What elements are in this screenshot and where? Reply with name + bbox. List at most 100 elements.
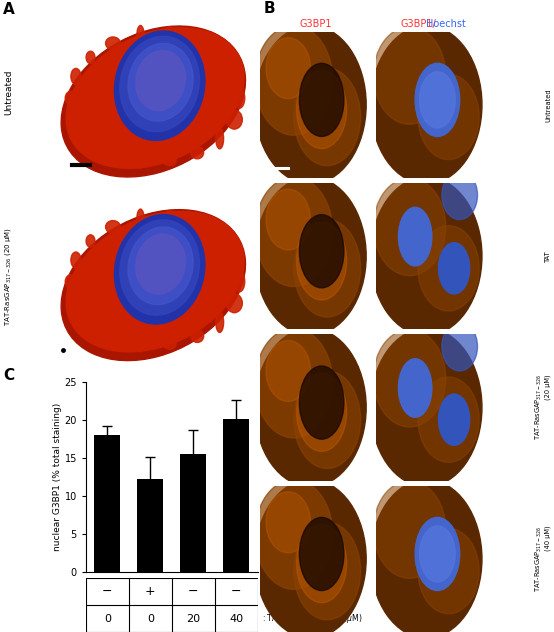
Ellipse shape [255, 328, 333, 438]
Text: 40: 40 [229, 614, 243, 624]
Ellipse shape [71, 68, 81, 85]
Ellipse shape [136, 234, 186, 294]
Ellipse shape [266, 341, 310, 401]
Ellipse shape [107, 143, 119, 162]
Ellipse shape [373, 481, 446, 578]
Ellipse shape [255, 25, 366, 184]
Ellipse shape [415, 63, 460, 137]
Text: +: + [145, 585, 156, 599]
Ellipse shape [371, 25, 482, 184]
Ellipse shape [371, 177, 482, 336]
Ellipse shape [234, 88, 245, 108]
Ellipse shape [299, 215, 344, 288]
Text: : TAT: : TAT [262, 587, 283, 596]
Text: Hoechst: Hoechst [426, 19, 465, 29]
Text: Untreated: Untreated [545, 88, 551, 121]
Ellipse shape [418, 226, 479, 311]
Ellipse shape [439, 394, 470, 446]
Bar [181, 454, 206, 572]
Ellipse shape [419, 72, 455, 128]
Ellipse shape [294, 219, 361, 317]
Ellipse shape [115, 31, 205, 140]
Ellipse shape [299, 63, 344, 137]
Ellipse shape [193, 33, 201, 53]
Bar [94, 435, 120, 572]
Ellipse shape [136, 336, 145, 352]
Ellipse shape [373, 329, 446, 427]
Text: B: B [263, 1, 275, 16]
Ellipse shape [115, 215, 205, 324]
Ellipse shape [398, 359, 432, 417]
Text: TAT-RasGAP$_{317-326}$ (20 μM): TAT-RasGAP$_{317-326}$ (20 μM) [3, 227, 13, 325]
Text: : TAT-RasGAP$_{317-326}$ ($\mu$M): : TAT-RasGAP$_{317-326}$ ($\mu$M) [262, 612, 362, 625]
Text: −: − [102, 585, 112, 599]
Ellipse shape [255, 177, 333, 286]
Ellipse shape [373, 27, 446, 125]
Ellipse shape [163, 338, 176, 349]
Ellipse shape [61, 210, 245, 361]
Ellipse shape [415, 518, 460, 590]
Text: Untreated: Untreated [4, 70, 13, 116]
Ellipse shape [294, 522, 361, 620]
Bar [223, 419, 249, 572]
Ellipse shape [418, 75, 479, 160]
Ellipse shape [106, 221, 120, 233]
Ellipse shape [85, 315, 95, 329]
Text: TAT-RasGAP$_{317-326}$
(20 μM): TAT-RasGAP$_{317-326}$ (20 μM) [534, 375, 551, 441]
Ellipse shape [106, 37, 120, 50]
Ellipse shape [296, 525, 347, 603]
Ellipse shape [294, 68, 361, 166]
Ellipse shape [137, 209, 144, 230]
Ellipse shape [163, 155, 176, 166]
Ellipse shape [71, 252, 81, 268]
Ellipse shape [255, 25, 333, 135]
Ellipse shape [227, 110, 242, 129]
Ellipse shape [216, 51, 224, 63]
Ellipse shape [266, 492, 310, 553]
Ellipse shape [86, 51, 95, 64]
Ellipse shape [418, 528, 479, 614]
Ellipse shape [137, 25, 144, 46]
Ellipse shape [255, 177, 366, 336]
Y-axis label: nuclear G3BP1 (% total staining): nuclear G3BP1 (% total staining) [53, 403, 61, 551]
Ellipse shape [61, 26, 245, 177]
Ellipse shape [296, 71, 347, 149]
Text: C: C [3, 368, 14, 384]
Ellipse shape [299, 518, 344, 590]
Ellipse shape [216, 235, 224, 247]
Ellipse shape [299, 366, 344, 439]
Ellipse shape [418, 377, 479, 463]
Ellipse shape [227, 252, 242, 269]
Ellipse shape [371, 328, 482, 487]
Ellipse shape [442, 322, 478, 371]
Ellipse shape [255, 480, 366, 632]
Ellipse shape [85, 131, 95, 146]
Ellipse shape [398, 207, 432, 266]
Ellipse shape [255, 480, 333, 589]
Ellipse shape [128, 44, 193, 121]
Ellipse shape [136, 152, 145, 168]
Ellipse shape [66, 28, 244, 168]
Ellipse shape [419, 526, 455, 582]
Ellipse shape [66, 211, 244, 352]
Ellipse shape [296, 222, 347, 300]
Ellipse shape [373, 178, 446, 276]
Ellipse shape [69, 297, 83, 309]
Ellipse shape [107, 327, 119, 346]
Ellipse shape [266, 38, 310, 99]
Ellipse shape [296, 374, 347, 451]
Ellipse shape [255, 328, 366, 487]
Ellipse shape [136, 51, 186, 111]
Text: 0: 0 [147, 614, 154, 624]
Ellipse shape [120, 220, 199, 315]
Ellipse shape [65, 91, 76, 105]
Ellipse shape [442, 171, 478, 219]
Ellipse shape [128, 227, 193, 305]
Text: G3BP1: G3BP1 [300, 19, 332, 29]
Ellipse shape [216, 128, 224, 149]
Text: A: A [3, 2, 14, 17]
Ellipse shape [120, 36, 199, 131]
Text: 0: 0 [104, 614, 111, 624]
Ellipse shape [191, 330, 204, 343]
Ellipse shape [163, 27, 176, 45]
